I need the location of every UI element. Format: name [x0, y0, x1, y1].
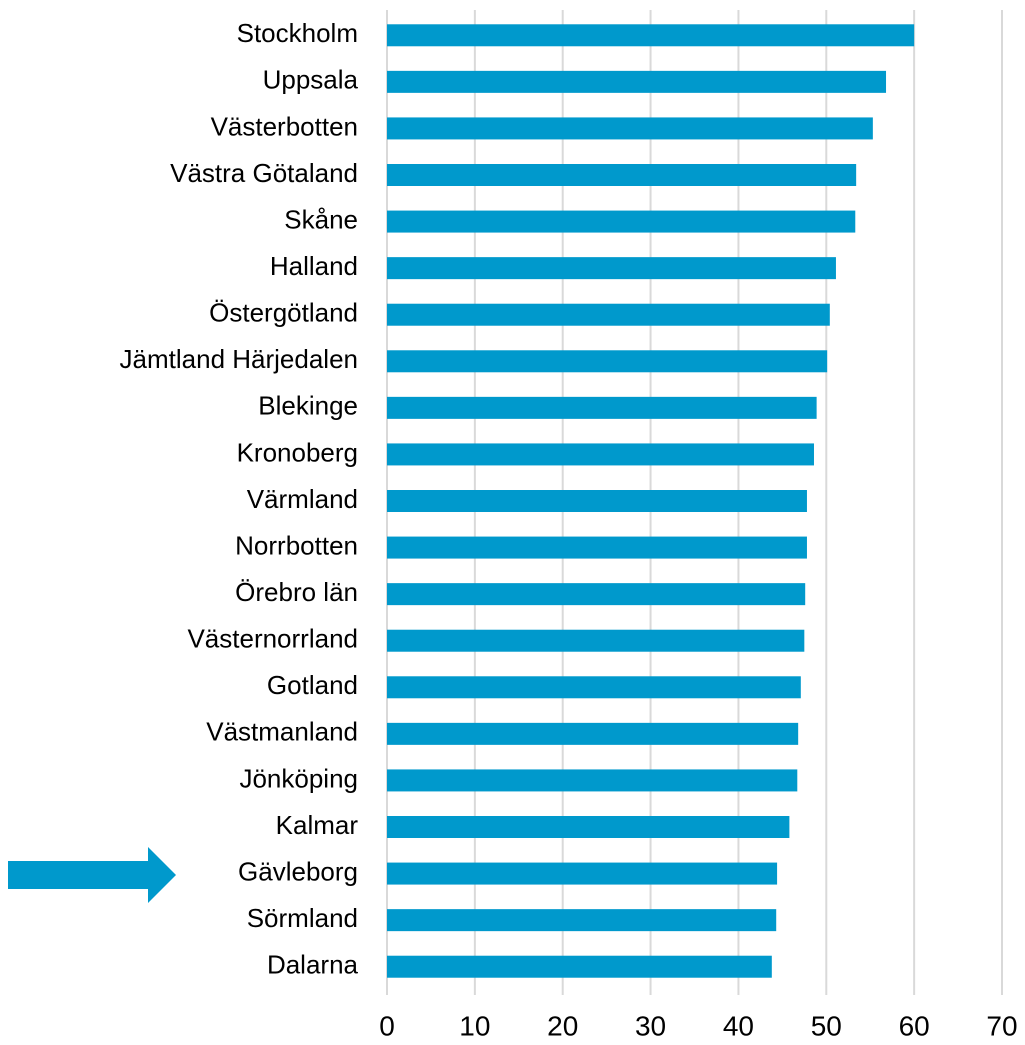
y-tick-label: Gotland	[267, 670, 358, 700]
x-tick-label: 10	[459, 1010, 490, 1041]
bar	[387, 117, 873, 140]
bar	[387, 955, 772, 978]
x-tick-label: 30	[635, 1010, 666, 1041]
bar	[387, 629, 805, 652]
y-tick-label: Sörmland	[247, 903, 358, 933]
y-tick-label: Jönköping	[239, 763, 358, 793]
bar	[387, 70, 887, 93]
bar	[387, 909, 777, 932]
y-tick-label: Gävleborg	[238, 856, 358, 886]
y-tick-label: Västernorrland	[187, 624, 358, 654]
bar	[387, 769, 798, 792]
bar	[387, 443, 814, 466]
x-tick-label: 60	[899, 1010, 930, 1041]
bar	[387, 350, 828, 373]
arrow	[8, 847, 176, 903]
x-tick-label: 40	[723, 1010, 754, 1041]
y-tick-label: Kronoberg	[237, 437, 358, 467]
y-tick-label: Västerbotten	[211, 111, 358, 141]
bar	[387, 583, 806, 606]
y-tick-label: Skåne	[284, 204, 358, 234]
bar	[387, 862, 778, 885]
y-tick-label: Norrbotten	[235, 530, 358, 560]
y-tick-label: Uppsala	[263, 65, 359, 95]
y-tick-label: Örebro län	[235, 577, 358, 607]
y-tick-label: Dalarna	[267, 950, 359, 980]
bar	[387, 490, 807, 512]
y-tick-label: Östergötland	[209, 298, 358, 328]
bar	[387, 396, 817, 419]
x-tick-label: 20	[547, 1010, 578, 1041]
x-tick-label: 0	[379, 1010, 395, 1041]
bar	[387, 164, 857, 186]
y-tick-label: Stockholm	[237, 18, 358, 48]
bar	[387, 24, 915, 47]
y-tick-label: Västra Götaland	[170, 158, 358, 188]
y-tick-label: Halland	[270, 251, 358, 281]
bar	[387, 210, 856, 233]
bar	[387, 722, 799, 745]
y-tick-label: Blekinge	[258, 391, 358, 421]
y-tick-label: Kalmar	[276, 810, 359, 840]
y-tick-label: Jämtland Härjedalen	[120, 344, 358, 374]
bar	[387, 676, 801, 699]
x-tick-label: 50	[811, 1010, 842, 1041]
bar	[387, 536, 807, 559]
x-tick-label: 70	[986, 1010, 1017, 1041]
y-tick-label: Västmanland	[206, 717, 358, 747]
y-tick-label: Värmland	[247, 484, 358, 514]
bar	[387, 257, 836, 280]
bar	[387, 816, 790, 838]
bar	[387, 303, 830, 326]
